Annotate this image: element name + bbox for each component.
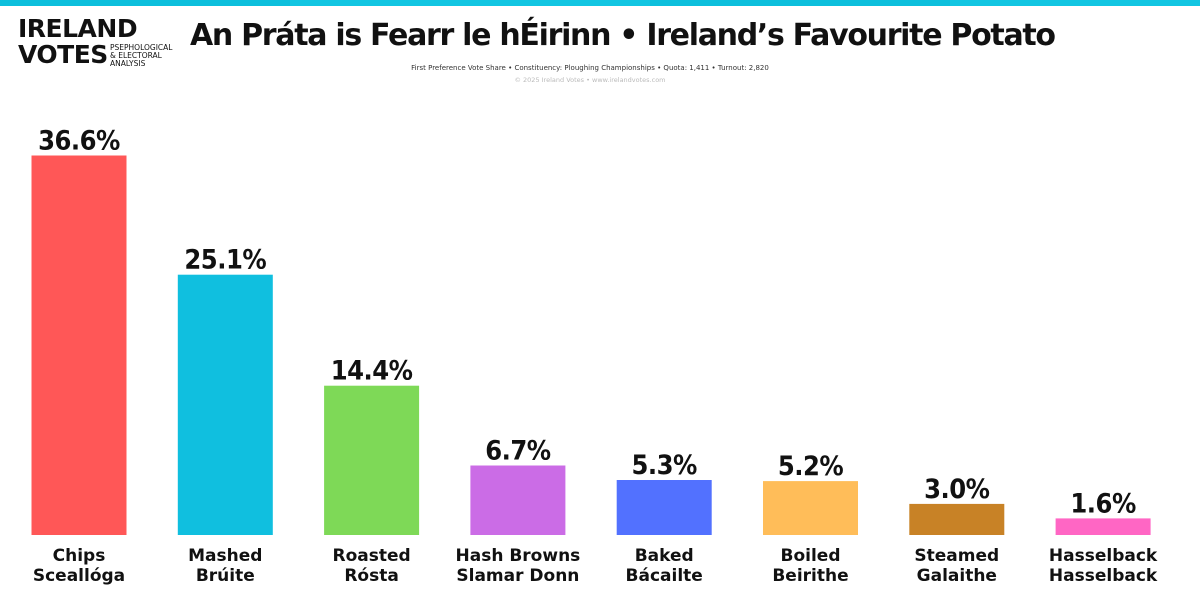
top-stripe-segment — [650, 0, 950, 6]
bar — [763, 481, 858, 535]
top-stripe — [0, 0, 1200, 6]
bar — [31, 155, 127, 535]
category-label-english: Mashed — [188, 546, 262, 566]
logo-tagline-line: PSEPHOLOGICAL — [110, 43, 173, 52]
bar — [1055, 518, 1151, 535]
top-stripe-segment — [0, 0, 290, 6]
bar — [909, 503, 1005, 535]
category-label-english: Hasselback — [1049, 546, 1158, 566]
category-label-english: Boiled — [781, 546, 841, 566]
bar-value-label: 5.2% — [778, 451, 844, 482]
category-label-irish: Beirithe — [772, 566, 848, 586]
category-label-english: Roasted — [333, 546, 411, 566]
category-label-irish: Hasselback — [1049, 566, 1158, 586]
bar-value-label: 36.6% — [38, 126, 120, 157]
copyright-notice: © 2025 Ireland Votes • www.irelandvotes.… — [514, 76, 666, 84]
logo-tagline-line: ANALYSIS — [110, 59, 146, 68]
bar-value-label: 3.0% — [924, 474, 990, 505]
bar-value-label: 5.3% — [632, 450, 698, 481]
top-stripe-segment — [290, 0, 650, 6]
category-label-irish: Brúite — [196, 566, 255, 586]
bar-value-label: 6.7% — [485, 436, 551, 467]
logo-tagline-line: & ELECTORAL — [110, 51, 162, 60]
logo-line-2: VOTES — [18, 40, 108, 69]
category-label-english: Steamed — [914, 546, 999, 566]
logo-tagline: PSEPHOLOGICAL & ELECTORAL ANALYSIS — [110, 44, 190, 68]
category-label-irish: Galaithe — [917, 566, 997, 586]
logo-line-1: IRELAND — [18, 14, 138, 43]
bar-value-label: 25.1% — [184, 245, 266, 276]
bar-value-label: 1.6% — [1070, 488, 1136, 519]
top-stripe-segment — [950, 0, 1200, 6]
category-label-irish: Rósta — [344, 566, 399, 586]
category-label-english: Baked — [635, 546, 694, 566]
chart-title: An Práta is Fearr le hÉirinn • Ireland’s… — [190, 18, 1056, 53]
bar — [324, 385, 420, 535]
category-label-english: Chips — [53, 546, 106, 566]
category-label-irish: Sceallóga — [33, 566, 125, 586]
ireland-votes-logo: IRELAND VOTES PSEPHOLOGICAL & ELECTORAL … — [18, 16, 188, 72]
category-label-irish: Slamar Donn — [456, 566, 579, 586]
bar-value-label: 14.4% — [331, 356, 413, 387]
category-label-english: Hash Browns — [456, 546, 581, 566]
chart-subtitle: First Preference Vote Share • Constituen… — [411, 64, 769, 72]
category-label-irish: Bácailte — [626, 566, 703, 586]
bar — [616, 480, 712, 535]
bar — [177, 274, 273, 535]
bar — [470, 465, 566, 535]
